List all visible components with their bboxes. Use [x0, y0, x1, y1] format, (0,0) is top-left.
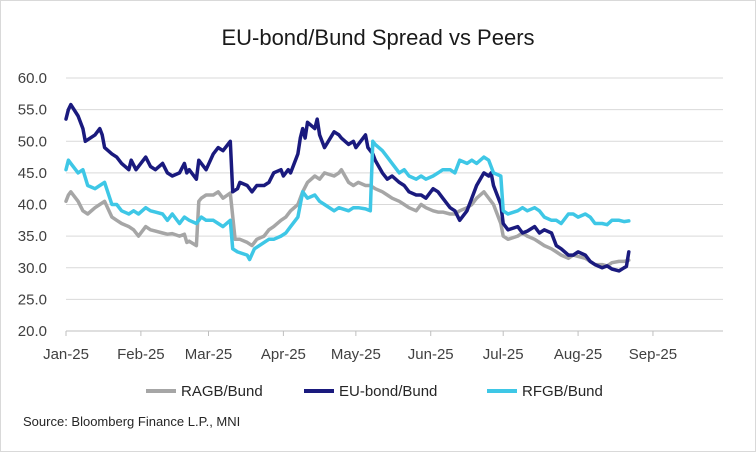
- y-tick-label: 50.0: [18, 133, 47, 150]
- x-axis-ticks: Jan-25 Feb-25 Mar-25 Apr-25 May-25 Jun-25 Jul-…: [43, 331, 677, 363]
- y-tick-label: 45.0: [18, 165, 47, 182]
- x-tick-label: Mar-25: [185, 346, 233, 363]
- y-tick-label: 40.0: [18, 197, 47, 214]
- y-tick-label: 30.0: [18, 260, 47, 277]
- x-tick-label: Jul-25: [483, 346, 524, 363]
- series-line-ragb-bund: [64, 167, 631, 268]
- y-tick-label: 60.0: [18, 70, 47, 87]
- y-tick-label: 25.0: [18, 291, 47, 308]
- y-tick-label: 55.0: [18, 102, 47, 119]
- y-tick-label: 35.0: [18, 228, 47, 245]
- x-tick-label: May-25: [331, 346, 381, 363]
- y-axis-ticks: 20.0 25.0 30.0 35.0 40.0 45.0 50.0 55.0 60.0: [18, 70, 47, 340]
- chart-title: EU-bond/Bund Spread vs Peers: [221, 25, 534, 50]
- x-tick-label: Jun-25: [408, 346, 454, 363]
- x-tick-label: Jan-25: [43, 346, 89, 363]
- y-tick-label: 20.0: [18, 323, 47, 340]
- series-line-eu-bond-bund: [64, 102, 631, 273]
- x-tick-label: Sep-25: [629, 346, 677, 363]
- series-line-rfgb-bund: [64, 139, 631, 262]
- source-note: Source: Bloomberg Finance L.P., MNI: [23, 414, 240, 429]
- x-tick-label: Apr-25: [261, 346, 306, 363]
- legend: RAGB/Bund EU-bond/Bund RFGB/Bund: [146, 383, 603, 400]
- x-tick-label: Aug-25: [554, 346, 602, 363]
- legend-label: EU-bond/Bund: [339, 383, 437, 400]
- legend-label: RFGB/Bund: [522, 383, 603, 400]
- x-tick-label: Feb-25: [117, 346, 165, 363]
- series-lines: [64, 102, 631, 273]
- legend-label: RAGB/Bund: [181, 383, 263, 400]
